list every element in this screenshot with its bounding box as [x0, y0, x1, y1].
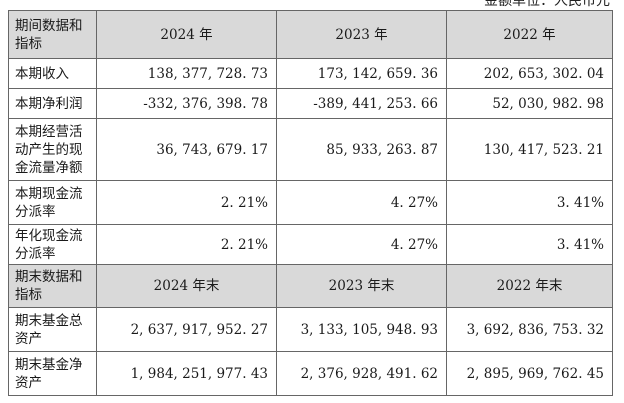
- cell-value: 4. 27%: [276, 224, 447, 265]
- row-label-total-assets: 期末基金总资产: [8, 307, 97, 352]
- row-label-net-profit: 本期净利润: [8, 88, 97, 119]
- row-label-distribution-rate: 本期现金流分派率: [8, 180, 97, 225]
- cell-value: 2, 637, 917, 952. 27: [96, 307, 277, 352]
- cell-value: 4. 27%: [276, 180, 447, 225]
- cell-value: 3, 692, 836, 753. 32: [446, 307, 613, 352]
- table-row: 期末基金总资产 2, 637, 917, 952. 27 3, 133, 105…: [8, 307, 613, 352]
- financial-indicators-table: 期间数据和指标 2024 年 2023 年 2022 年 本期收入 138, 3…: [8, 10, 613, 396]
- cell-value: 2, 376, 928, 491. 62: [276, 351, 447, 396]
- cell-value: 173, 142, 659. 36: [276, 58, 447, 89]
- period-header-row: 期间数据和指标 2024 年 2023 年 2022 年: [8, 10, 613, 59]
- year-header-2023: 2023 年: [276, 10, 447, 59]
- cell-value: 130, 417, 523. 21: [446, 118, 613, 181]
- row-label-revenue: 本期收入: [8, 58, 97, 89]
- cell-value: 85, 933, 263. 87: [276, 118, 447, 181]
- cell-value: 202, 653, 302. 04: [446, 58, 613, 89]
- table-row: 本期收入 138, 377, 728. 73 173, 142, 659. 36…: [8, 58, 613, 89]
- cell-value: 52, 030, 982. 98: [446, 88, 613, 119]
- year-end-header-2023: 2023 年末: [276, 264, 447, 308]
- cell-value: 2. 21%: [96, 224, 277, 265]
- cell-value: -389, 441, 253. 66: [276, 88, 447, 119]
- cell-value: 138, 377, 728. 73: [96, 58, 277, 89]
- row-label-net-assets: 期末基金净资产: [8, 351, 97, 396]
- row-label-annualized-distribution-rate: 年化现金流分派率: [8, 224, 97, 265]
- amount-unit-note: 金额单位：人民币元: [484, 0, 610, 9]
- period-end-header-label: 期末数据和指标: [8, 264, 97, 308]
- cell-value: 3. 41%: [446, 180, 613, 225]
- cell-value: 2. 21%: [96, 180, 277, 225]
- table-row: 本期现金流分派率 2. 21% 4. 27% 3. 41%: [8, 180, 613, 225]
- cell-value: 3. 41%: [446, 224, 613, 265]
- year-header-2024: 2024 年: [96, 10, 277, 59]
- year-end-header-2022: 2022 年末: [446, 264, 613, 308]
- table-row: 本期经营活动产生的现金流量净额 36, 743, 679. 17 85, 933…: [8, 118, 613, 181]
- cell-value: 36, 743, 679. 17: [96, 118, 277, 181]
- year-end-header-2024: 2024 年末: [96, 264, 277, 308]
- period-header-label: 期间数据和指标: [8, 10, 97, 59]
- year-header-2022: 2022 年: [446, 10, 613, 59]
- period-end-header-row: 期末数据和指标 2024 年末 2023 年末 2022 年末: [8, 264, 613, 308]
- table-row: 期末基金净资产 1, 984, 251, 977. 43 2, 376, 928…: [8, 351, 613, 396]
- table-row: 本期净利润 -332, 376, 398. 78 -389, 441, 253.…: [8, 88, 613, 119]
- cell-value: 3, 133, 105, 948. 93: [276, 307, 447, 352]
- cell-value: 2, 895, 969, 762. 45: [446, 351, 613, 396]
- cell-value: 1, 984, 251, 977. 43: [96, 351, 277, 396]
- cell-value: -332, 376, 398. 78: [96, 88, 277, 119]
- row-label-operating-cash-flow: 本期经营活动产生的现金流量净额: [8, 118, 97, 181]
- table-row: 年化现金流分派率 2. 21% 4. 27% 3. 41%: [8, 224, 613, 265]
